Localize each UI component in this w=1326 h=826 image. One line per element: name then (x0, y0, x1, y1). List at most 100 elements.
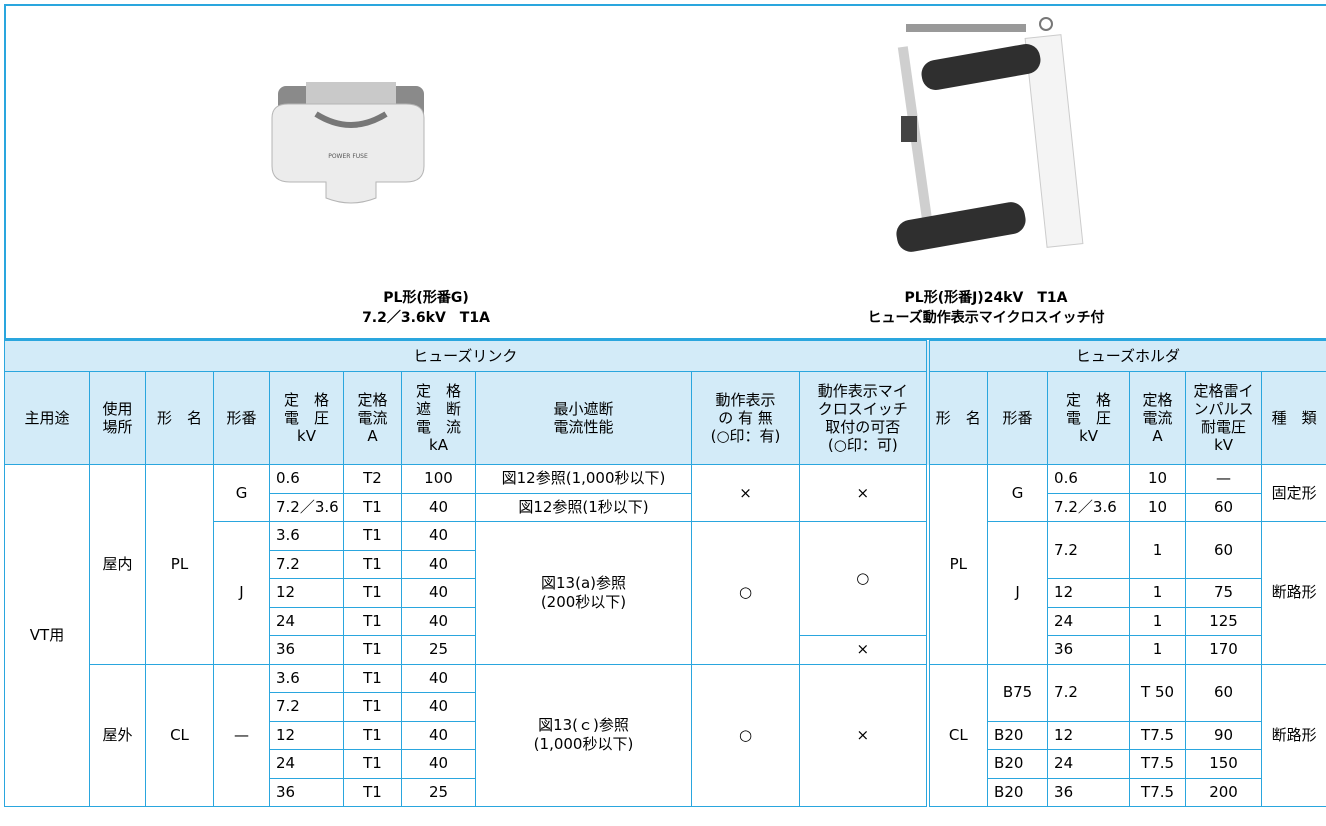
cell: 90 (1185, 720, 1263, 750)
cell: B75 (987, 663, 1049, 722)
photos: POWER FUSE (271, 17, 1084, 252)
cell: T1 (343, 549, 402, 579)
cell: 60 (1185, 663, 1263, 722)
cell: 7.2 (269, 549, 344, 579)
cell: 150 (1185, 749, 1263, 779)
cell: 10 (1129, 492, 1187, 522)
data-row: 7.2 T1 40 (5, 692, 1326, 722)
cell: B20 (987, 777, 1049, 807)
cell: 24 (269, 606, 344, 636)
cell: G (213, 464, 270, 522)
cell: PL (925, 464, 989, 665)
cell: T7.5 (1129, 720, 1187, 750)
cell: 24 (1047, 749, 1131, 779)
cell: 75 (1185, 578, 1263, 608)
cell: 60 (1185, 521, 1263, 579)
column-header: 動作表示 の 有 無 (○印：有) (691, 371, 800, 465)
column-header: 定 格 遮 断 電 流 kA (401, 371, 476, 465)
caption-line: 7.2／3.6kV T1A (362, 310, 490, 326)
cell: 200 (1185, 777, 1263, 807)
cell: 図12参照(1秒以下) (475, 492, 692, 522)
column-header: 定格 電流 A (343, 371, 402, 465)
cell: ○ (691, 663, 800, 807)
caption: PL形(形番G) 7.2／3.6kV T1A (276, 288, 576, 328)
column-header: 動作表示マイ クロスイッチ 取付の可否 (○印：可) (798, 371, 929, 465)
cell: T1 (343, 692, 402, 722)
data-row: J 3.6 T1 40 図13(a)参照 (200秒以下) ○ ○ J 7.2 1 60 断路形 (5, 521, 1326, 665)
cell: T1 (343, 777, 402, 807)
cell: 7.2 (269, 692, 344, 722)
cell: 3.6 (269, 521, 344, 551)
cell: 10 (1129, 464, 1187, 494)
cell: T 50 (1129, 663, 1187, 722)
cell: 40 (401, 549, 476, 579)
cell: — (1185, 464, 1263, 494)
column-header: 形番 (987, 371, 1049, 465)
cell: T2 (343, 464, 402, 494)
cell: PL (145, 464, 214, 665)
cell: — (213, 663, 270, 807)
photo-panel: POWER FUSE PL形(形番G) 7.2／3.6kV T1A PL形(形番… (4, 4, 1326, 340)
cell: × (691, 464, 800, 522)
cell: 36 (1047, 777, 1131, 807)
column-header: 定格 電流 A (1129, 371, 1187, 465)
group-header: ヒューズリンク (3, 340, 929, 372)
cell: ○ (691, 521, 800, 665)
cell: 図13(a)参照 (200秒以下) (475, 521, 692, 665)
cell: 屋内 (89, 464, 146, 665)
cell: 40 (401, 521, 476, 551)
cell: 断路形 (1261, 521, 1326, 665)
fuse-photo: POWER FUSE (271, 82, 425, 204)
cell: T1 (343, 521, 402, 551)
caption-line: ヒューズ動作表示マイクロスイッチ付 (867, 310, 1105, 326)
cell: × (798, 663, 929, 807)
cell: B20 (987, 720, 1049, 750)
cell: 24 (269, 749, 344, 779)
cell: CL (145, 663, 214, 807)
cell: 7.2／3.6 (1047, 492, 1131, 522)
cell: T1 (343, 606, 402, 636)
cell: 断路形 (1261, 663, 1326, 807)
data-row: 24 T1 40 B20 24 T7.5 150 (5, 749, 1326, 779)
cell: T1 (343, 578, 402, 608)
data-row: 屋外 CL —3.6 T1 40 図13(ｃ)参照 (1,000秒以下) ○ × CL B75 7.… (5, 663, 1326, 807)
column-header: 形 名 (145, 371, 214, 465)
cell: 12 (269, 720, 344, 750)
spec-table: ヒューズリンク ヒューズホルダ 主用途 使用 場所形 名形番定 格 電 圧 kV 定格 … (3, 340, 1326, 807)
column-header: 種 類 (1261, 371, 1326, 465)
cell: 屋外 (89, 663, 146, 807)
cell: G (987, 464, 1049, 522)
cell: × (798, 635, 929, 665)
caption: PL形(形番J)24kV T1A ヒューズ動作表示マイクロスイッチ付 (786, 288, 1186, 328)
cell: T1 (343, 635, 402, 665)
cell: 0.6 (269, 464, 344, 494)
cell: 7.2 (1047, 521, 1131, 579)
cell: T1 (343, 749, 402, 779)
data-row: 7.2／3.6 T1 40 図12参照(1秒以下) 7.2／3.6 10 60 (5, 492, 1326, 522)
svg-text:POWER FUSE: POWER FUSE (328, 153, 368, 160)
cell: T7.5 (1129, 777, 1187, 807)
cell: 24 (1047, 606, 1131, 636)
cell: 7.2／3.6 (269, 492, 344, 522)
data-row: 36 T1 25 B20 36 T7.5 200 (5, 777, 1326, 807)
cell: 1 (1129, 578, 1187, 608)
cell: 図12参照(1,000秒以下) (475, 464, 692, 494)
cell: 36 (269, 635, 344, 665)
column-header: 主用途 (4, 371, 90, 465)
cell: 100 (401, 464, 476, 494)
data-row: 12 T1 40 B20 12 T7.5 90 (5, 720, 1326, 750)
cell: 25 (401, 635, 476, 665)
cell: × (798, 464, 929, 522)
cell: 3.6 (269, 663, 344, 693)
cell: 12 (1047, 720, 1131, 750)
cell: 図13(ｃ)参照 (1,000秒以下) (475, 663, 692, 807)
cell: 40 (401, 606, 476, 636)
cell: ○ (798, 521, 929, 636)
column-header: 定格雷イ ンパルス 耐電圧 kV (1185, 371, 1263, 465)
cell: 40 (401, 578, 476, 608)
cell: 40 (401, 692, 476, 722)
cell: 1 (1129, 521, 1187, 579)
cell: 40 (401, 663, 476, 693)
